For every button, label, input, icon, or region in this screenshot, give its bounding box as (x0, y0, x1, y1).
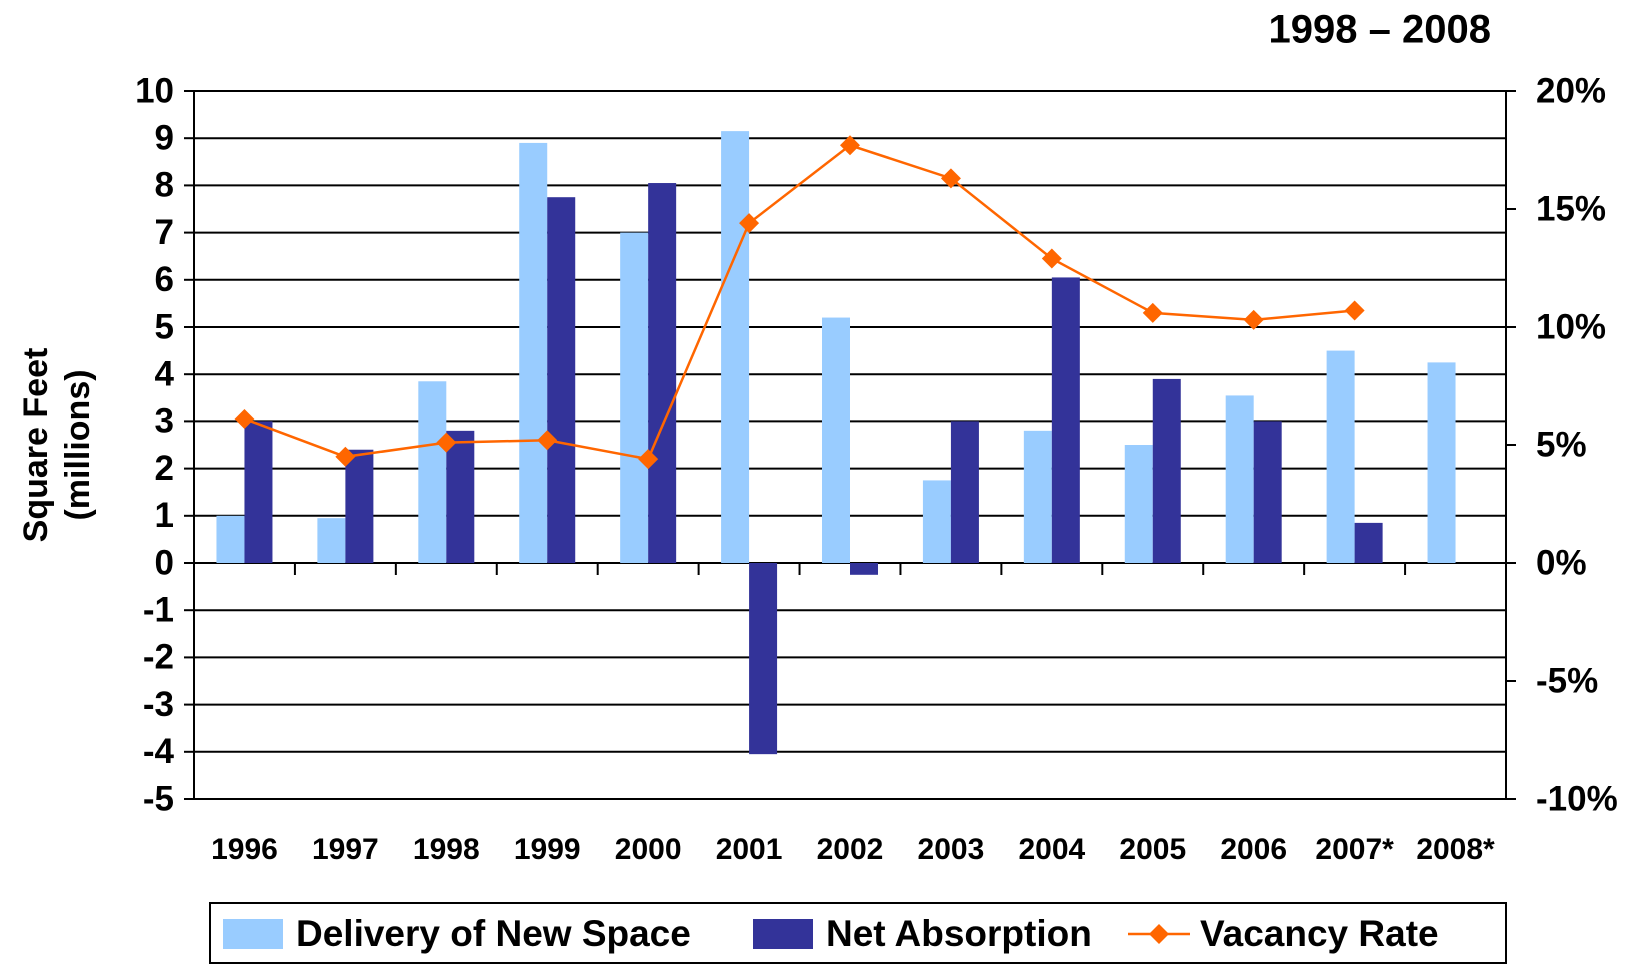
bar (1253, 421, 1282, 563)
bar (519, 142, 548, 564)
bar (1152, 378, 1181, 563)
bar (216, 515, 245, 563)
y-tick-label: -3 (143, 685, 174, 724)
y2-tick-label: 20% (1536, 71, 1606, 110)
point (1243, 309, 1264, 330)
point (335, 446, 356, 467)
y2-tick-label: 15% (1536, 189, 1606, 228)
y2-tick-label: 5% (1536, 425, 1587, 464)
x-tick-label: 1996 (211, 833, 278, 866)
point (840, 135, 860, 156)
point (940, 168, 961, 189)
x-tick-label: 1998 (413, 833, 480, 866)
legend-box (209, 902, 1507, 964)
point (1041, 248, 1062, 269)
x-tick-label: 1999 (514, 833, 581, 866)
y-tick-label: 1 (155, 496, 174, 535)
y2-tick-label: 0% (1536, 543, 1587, 582)
x-tick-label: 2004 (1018, 833, 1085, 866)
bar (345, 449, 374, 563)
bar (1427, 362, 1456, 563)
bar (1326, 350, 1355, 563)
point (1344, 300, 1365, 321)
legend-marker (1149, 924, 1169, 944)
x-tick-label: 2003 (918, 833, 985, 866)
bar (822, 317, 850, 563)
bar (1124, 445, 1153, 563)
point (436, 432, 457, 453)
bar (317, 518, 346, 563)
legend-swatch (753, 919, 813, 949)
bar (547, 197, 576, 563)
point (638, 449, 659, 470)
y-tick-label: 7 (155, 213, 174, 252)
y-tick-label: 6 (155, 260, 174, 299)
x-tick-label: 2001 (716, 833, 783, 866)
y-tick-label: 2 (155, 449, 174, 488)
bar (418, 381, 447, 563)
bar (950, 421, 979, 563)
bar (1051, 277, 1080, 563)
legend-label: Delivery of New Space (296, 913, 691, 954)
bar (721, 131, 750, 563)
y-tick-label: 9 (155, 118, 174, 157)
y-tick-label: -2 (143, 638, 174, 677)
y-axis-label: Square Feet (17, 348, 55, 543)
bar (446, 430, 475, 563)
x-tick-label: 2008* (1416, 833, 1495, 866)
line (244, 143, 1355, 461)
y-tick-label: 8 (155, 166, 174, 205)
y-tick-label: -5 (143, 779, 174, 818)
x-tick-label: 2000 (615, 833, 682, 866)
legend-label: Vacancy Rate (1200, 913, 1439, 954)
bar (1023, 430, 1052, 563)
y-tick-label: -4 (143, 732, 175, 771)
bar (749, 563, 778, 755)
y-tick-label: 10 (135, 71, 174, 110)
bar (850, 563, 878, 575)
point (537, 430, 558, 451)
point (1142, 302, 1163, 323)
bar (244, 421, 273, 563)
bar (648, 183, 677, 564)
x-tick-label: 2002 (817, 833, 884, 866)
y-tick-label: -1 (143, 590, 174, 629)
x-tick-label: 2007* (1315, 833, 1394, 866)
x-tick-label: 2006 (1220, 833, 1287, 866)
point (739, 213, 760, 234)
y2-tick-label: -5% (1536, 661, 1598, 700)
bar (922, 480, 951, 563)
bar (1354, 522, 1383, 563)
y-axis-label: (millions) (59, 369, 97, 520)
legend-swatch (223, 919, 283, 949)
x-tick-label: 1997 (312, 833, 379, 866)
bar (1225, 395, 1254, 563)
x-tick-label: 2005 (1119, 833, 1186, 866)
bar (620, 232, 649, 563)
chart-title: 1998 – 2008 (1269, 8, 1491, 52)
y-tick-label: 0 (155, 543, 174, 582)
legend-label: Net Absorption (826, 913, 1092, 954)
y-tick-label: 4 (155, 354, 175, 393)
y-tick-label: 5 (155, 307, 174, 346)
y2-tick-label: -10% (1536, 779, 1618, 818)
point (234, 409, 255, 430)
y-tick-label: 3 (155, 402, 174, 441)
y2-tick-label: 10% (1536, 307, 1606, 346)
